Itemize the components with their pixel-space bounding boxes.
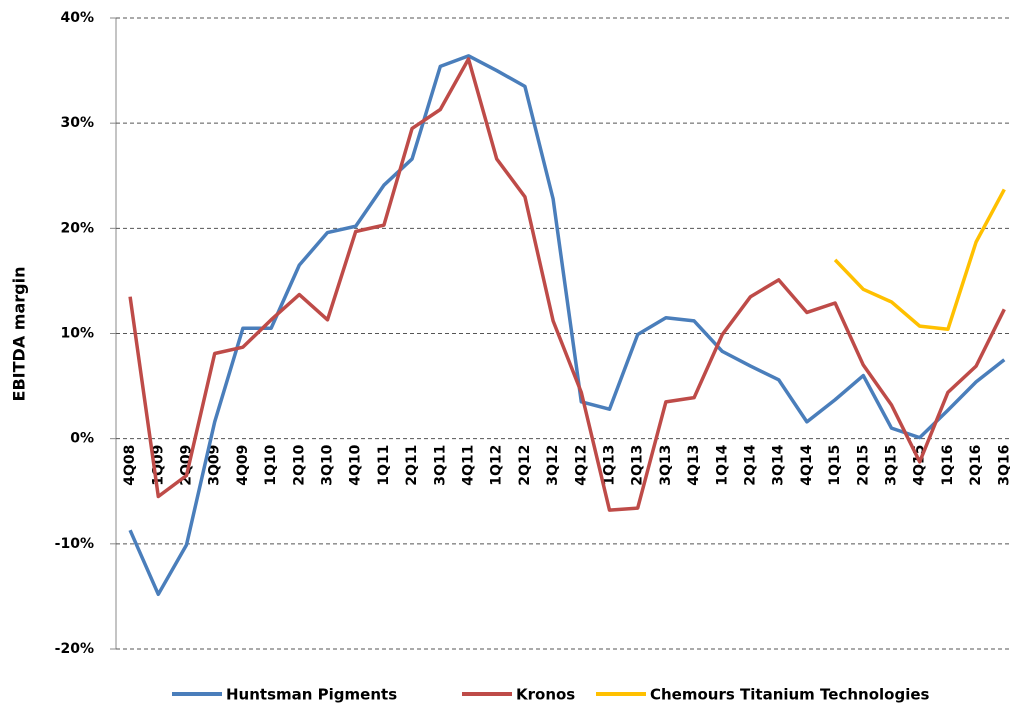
- x-tick-label: 1Q15: [827, 445, 843, 486]
- x-tick-label: 1Q16: [940, 445, 956, 486]
- x-tick-label: 4Q10: [348, 444, 364, 485]
- y-tick-label: 30%: [60, 115, 94, 131]
- x-tick-label: 1Q12: [489, 445, 505, 486]
- x-tick-label: 2Q16: [968, 445, 984, 486]
- series-line: [128, 57, 1006, 512]
- x-tick-label: 4Q08: [122, 445, 138, 486]
- x-tick-label: 3Q12: [545, 445, 561, 486]
- x-tick-label: 4Q13: [686, 445, 702, 486]
- x-tick-label: 4Q12: [573, 445, 589, 486]
- series-line: [128, 54, 1006, 597]
- x-tick-label: 1Q13: [602, 445, 618, 486]
- y-tick-label: -10%: [55, 536, 94, 552]
- x-tick-label: 3Q15: [884, 445, 900, 486]
- legend-label: Kronos: [516, 686, 575, 704]
- x-tick-label: 4Q14: [799, 444, 815, 485]
- x-tick-label: 3Q13: [658, 445, 674, 486]
- x-tick-label: 2Q14: [743, 444, 759, 485]
- x-tick-label: 3Q16: [996, 445, 1010, 486]
- x-tick-label: 2Q12: [517, 445, 533, 486]
- x-tick-label: 3Q09: [207, 445, 223, 486]
- y-tick-label: 20%: [60, 220, 94, 236]
- x-tick-label: 2Q15: [855, 445, 871, 486]
- legend-label: Chemours Titanium Technologies: [650, 686, 930, 704]
- x-tick-label: 3Q11: [432, 445, 448, 486]
- y-tick-label: -20%: [55, 641, 94, 657]
- x-tick-label: 2Q13: [630, 445, 646, 486]
- legend-label: Huntsman Pigments: [226, 686, 397, 704]
- x-tick-label: 3Q14: [771, 444, 787, 485]
- x-tick-label: 4Q11: [461, 445, 477, 486]
- x-tick-label: 3Q10: [320, 444, 336, 485]
- x-tick-label: 2Q10: [291, 444, 307, 485]
- series-line: [833, 188, 1006, 332]
- x-tick-label: 1Q14: [714, 444, 730, 485]
- y-tick-label: 40%: [60, 10, 94, 26]
- y-tick-label: 0%: [70, 431, 94, 447]
- x-tick-label: 1Q11: [376, 445, 392, 486]
- y-axis-label: EBITDA margin: [10, 267, 29, 402]
- y-tick-label: 10%: [60, 326, 94, 342]
- x-tick-label: 2Q11: [404, 445, 420, 486]
- x-tick-label: 4Q09: [235, 445, 251, 486]
- x-tick-label: 1Q10: [263, 444, 279, 485]
